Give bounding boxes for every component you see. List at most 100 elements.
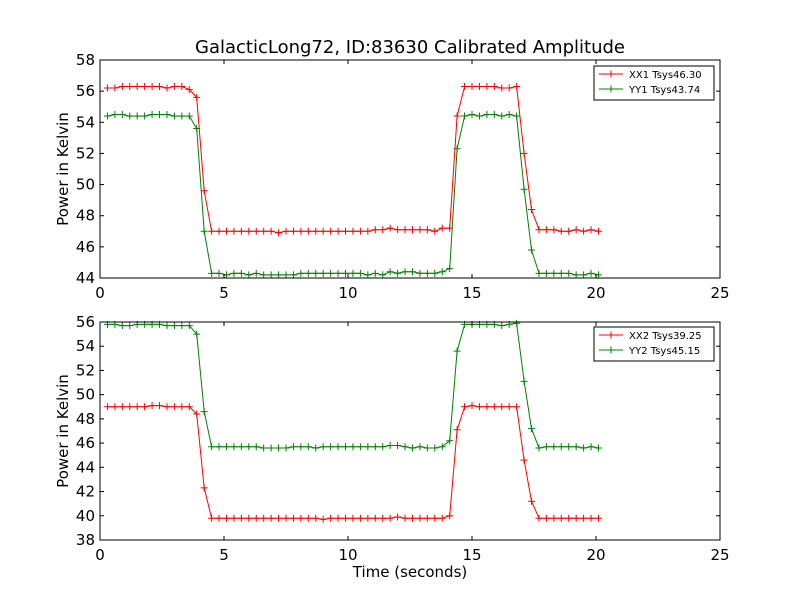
data-point-marker — [327, 514, 335, 522]
data-point-marker — [446, 265, 454, 273]
data-point-marker — [252, 269, 260, 277]
data-point-marker — [520, 456, 528, 464]
data-point-marker — [126, 112, 134, 120]
data-point-marker — [267, 514, 275, 522]
data-point-marker — [275, 271, 283, 279]
data-point-marker — [312, 227, 320, 235]
data-point-marker — [327, 443, 335, 451]
data-point-marker — [267, 271, 275, 279]
data-point-marker — [275, 514, 283, 522]
legend: XX1 Tsys46.30 YY1 Tsys43.74 — [593, 65, 715, 101]
data-point-marker — [379, 271, 387, 279]
x-tick-label: 25 — [710, 546, 729, 564]
data-point-marker — [282, 514, 290, 522]
data-point-marker — [193, 330, 201, 338]
legend-marker — [607, 346, 615, 354]
data-point-marker — [178, 403, 186, 411]
series-line — [107, 322, 599, 449]
data-point-marker — [312, 444, 320, 452]
y-tick-label: 56 — [76, 82, 95, 100]
data-point-marker — [408, 444, 416, 452]
data-point-marker — [401, 268, 409, 276]
data-point-marker — [349, 269, 357, 277]
data-point-marker — [334, 227, 342, 235]
data-point-marker — [178, 112, 186, 120]
data-point-marker — [297, 443, 305, 451]
data-point-marker — [200, 227, 208, 235]
data-point-marker — [334, 443, 342, 451]
data-point-marker — [394, 226, 402, 234]
data-point-marker — [230, 269, 238, 277]
data-point-marker — [446, 437, 454, 445]
data-point-marker — [431, 227, 439, 235]
data-point-marker — [215, 514, 223, 522]
data-point-marker — [304, 443, 312, 451]
data-point-marker — [356, 269, 364, 277]
data-point-marker — [170, 403, 178, 411]
data-point-marker — [342, 269, 350, 277]
data-point-marker — [200, 187, 208, 195]
x-tick-label: 20 — [586, 546, 605, 564]
data-point-marker — [587, 514, 595, 522]
data-point-marker — [565, 269, 573, 277]
data-point-marker — [594, 514, 602, 522]
data-point-marker — [297, 269, 305, 277]
series-yy2 — [103, 319, 602, 452]
data-point-marker — [542, 443, 550, 451]
series-xx1 — [103, 82, 602, 237]
data-point-marker — [289, 227, 297, 235]
legend-marker — [607, 85, 615, 93]
data-point-marker — [423, 226, 431, 234]
data-point-marker — [215, 227, 223, 235]
data-point-marker — [111, 111, 119, 118]
figure-title: GalacticLong72, ID:83630 Calibrated Ampl… — [195, 37, 625, 58]
data-point-marker — [572, 271, 580, 279]
data-point-marker — [379, 443, 387, 451]
data-point-marker — [498, 403, 506, 411]
data-point-marker — [364, 227, 372, 235]
data-point-marker — [178, 82, 186, 90]
data-point-marker — [304, 514, 312, 522]
data-point-marker — [386, 514, 394, 522]
data-point-marker — [342, 514, 350, 522]
data-point-marker — [208, 514, 216, 522]
data-point-marker — [528, 497, 536, 505]
data-point-marker — [594, 227, 602, 235]
data-point-marker — [170, 322, 178, 330]
data-point-marker — [490, 111, 498, 118]
data-point-marker — [550, 269, 558, 277]
data-point-marker — [528, 425, 536, 433]
data-point-marker — [461, 112, 469, 120]
data-point-marker — [148, 111, 156, 118]
series-yy1 — [103, 111, 602, 279]
data-point-marker — [461, 82, 469, 90]
data-point-marker — [520, 185, 528, 193]
data-point-marker — [156, 402, 164, 410]
data-point-marker — [237, 269, 245, 277]
legend-label: YY2 Tsys45.15 — [628, 346, 700, 357]
data-point-marker — [565, 443, 573, 451]
data-point-marker — [453, 347, 461, 355]
data-point-marker — [580, 271, 588, 279]
data-point-marker — [141, 112, 149, 120]
axes-frame — [99, 59, 721, 279]
data-point-marker — [453, 145, 461, 153]
data-point-marker — [557, 269, 565, 277]
data-point-marker — [319, 269, 327, 277]
data-point-marker — [371, 269, 379, 277]
data-point-marker — [275, 444, 283, 452]
data-point-marker — [342, 443, 350, 451]
data-point-marker — [319, 227, 327, 235]
data-point-marker — [423, 269, 431, 277]
data-point-marker — [416, 269, 424, 277]
data-point-marker — [170, 112, 178, 120]
y-tick-label: 54 — [76, 337, 95, 355]
y-tick-label: 58 — [76, 51, 95, 69]
data-point-marker — [364, 443, 372, 451]
data-point-marker — [513, 82, 521, 90]
data-point-marker — [431, 269, 439, 277]
data-point-marker — [148, 82, 156, 90]
x-tick-label: 0 — [95, 546, 105, 564]
data-point-marker — [505, 111, 513, 118]
data-point-marker — [111, 84, 119, 92]
